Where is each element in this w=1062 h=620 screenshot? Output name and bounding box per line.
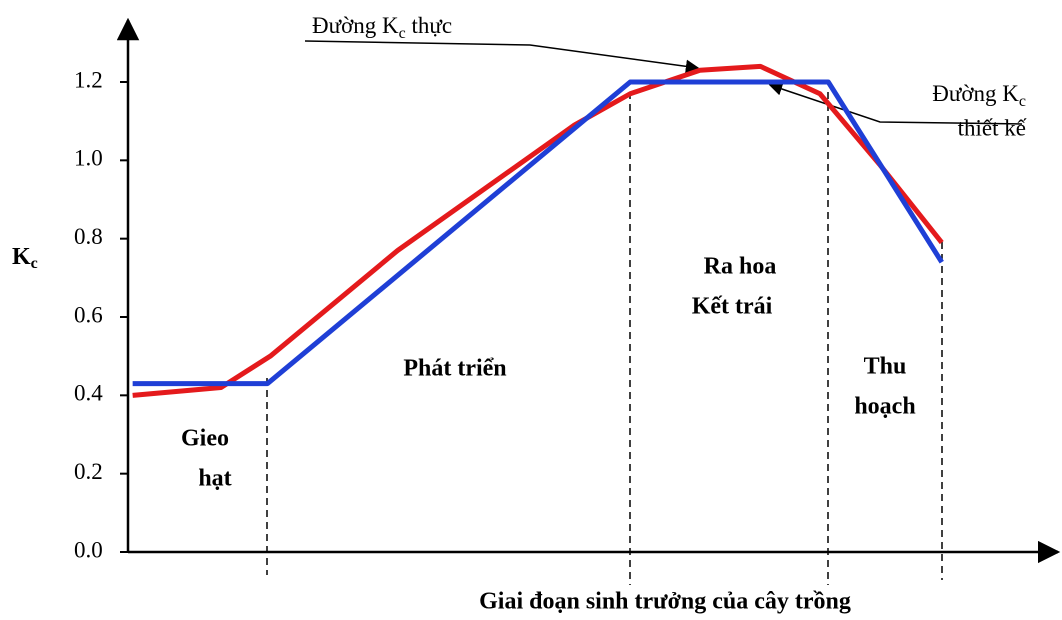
y-tick-label: 0.2 <box>74 459 103 484</box>
stage-label: Kết trái <box>692 294 773 320</box>
annotation-part: c <box>1019 93 1026 110</box>
y-label-sub: c <box>31 255 38 272</box>
kc-line <box>132 79 944 387</box>
y-tick-label: 1.2 <box>74 67 103 92</box>
y-label-main: K <box>12 244 31 270</box>
annotation-part: c <box>399 25 406 42</box>
y-tick-label: 0.8 <box>74 224 103 249</box>
callout-line <box>304 40 700 74</box>
stage-label: Gieo <box>181 426 229 452</box>
stage-label: hạt <box>198 466 231 492</box>
stage-label: Phát triển <box>403 356 506 382</box>
x-axis-label: Giai đoạn sinh trưởng của cây trồng <box>479 589 851 615</box>
y-tick-label: 0.6 <box>74 302 103 327</box>
axes <box>116 17 1061 564</box>
annotation-part: Đường K <box>932 81 1019 106</box>
y-tick-label: 0.4 <box>74 381 103 406</box>
y-tick-label: 0.0 <box>74 537 103 562</box>
annotation: thiết kế <box>958 115 1027 140</box>
stage-dividers <box>266 92 943 585</box>
kc-line <box>132 63 944 398</box>
y-axis-label: Kc <box>12 244 38 272</box>
stage-label: Thu <box>864 354 907 380</box>
callout-line <box>768 82 1023 125</box>
stage-label: hoạch <box>854 394 915 420</box>
annotation: Đường Kc thực <box>312 13 452 41</box>
annotation: Đường Kc <box>932 81 1026 109</box>
annotation-part: thực <box>406 13 452 38</box>
annotation-part: Đường K <box>312 13 399 38</box>
y-tick-label: 1.0 <box>74 146 103 171</box>
stage-label: Ra hoa <box>704 254 777 280</box>
